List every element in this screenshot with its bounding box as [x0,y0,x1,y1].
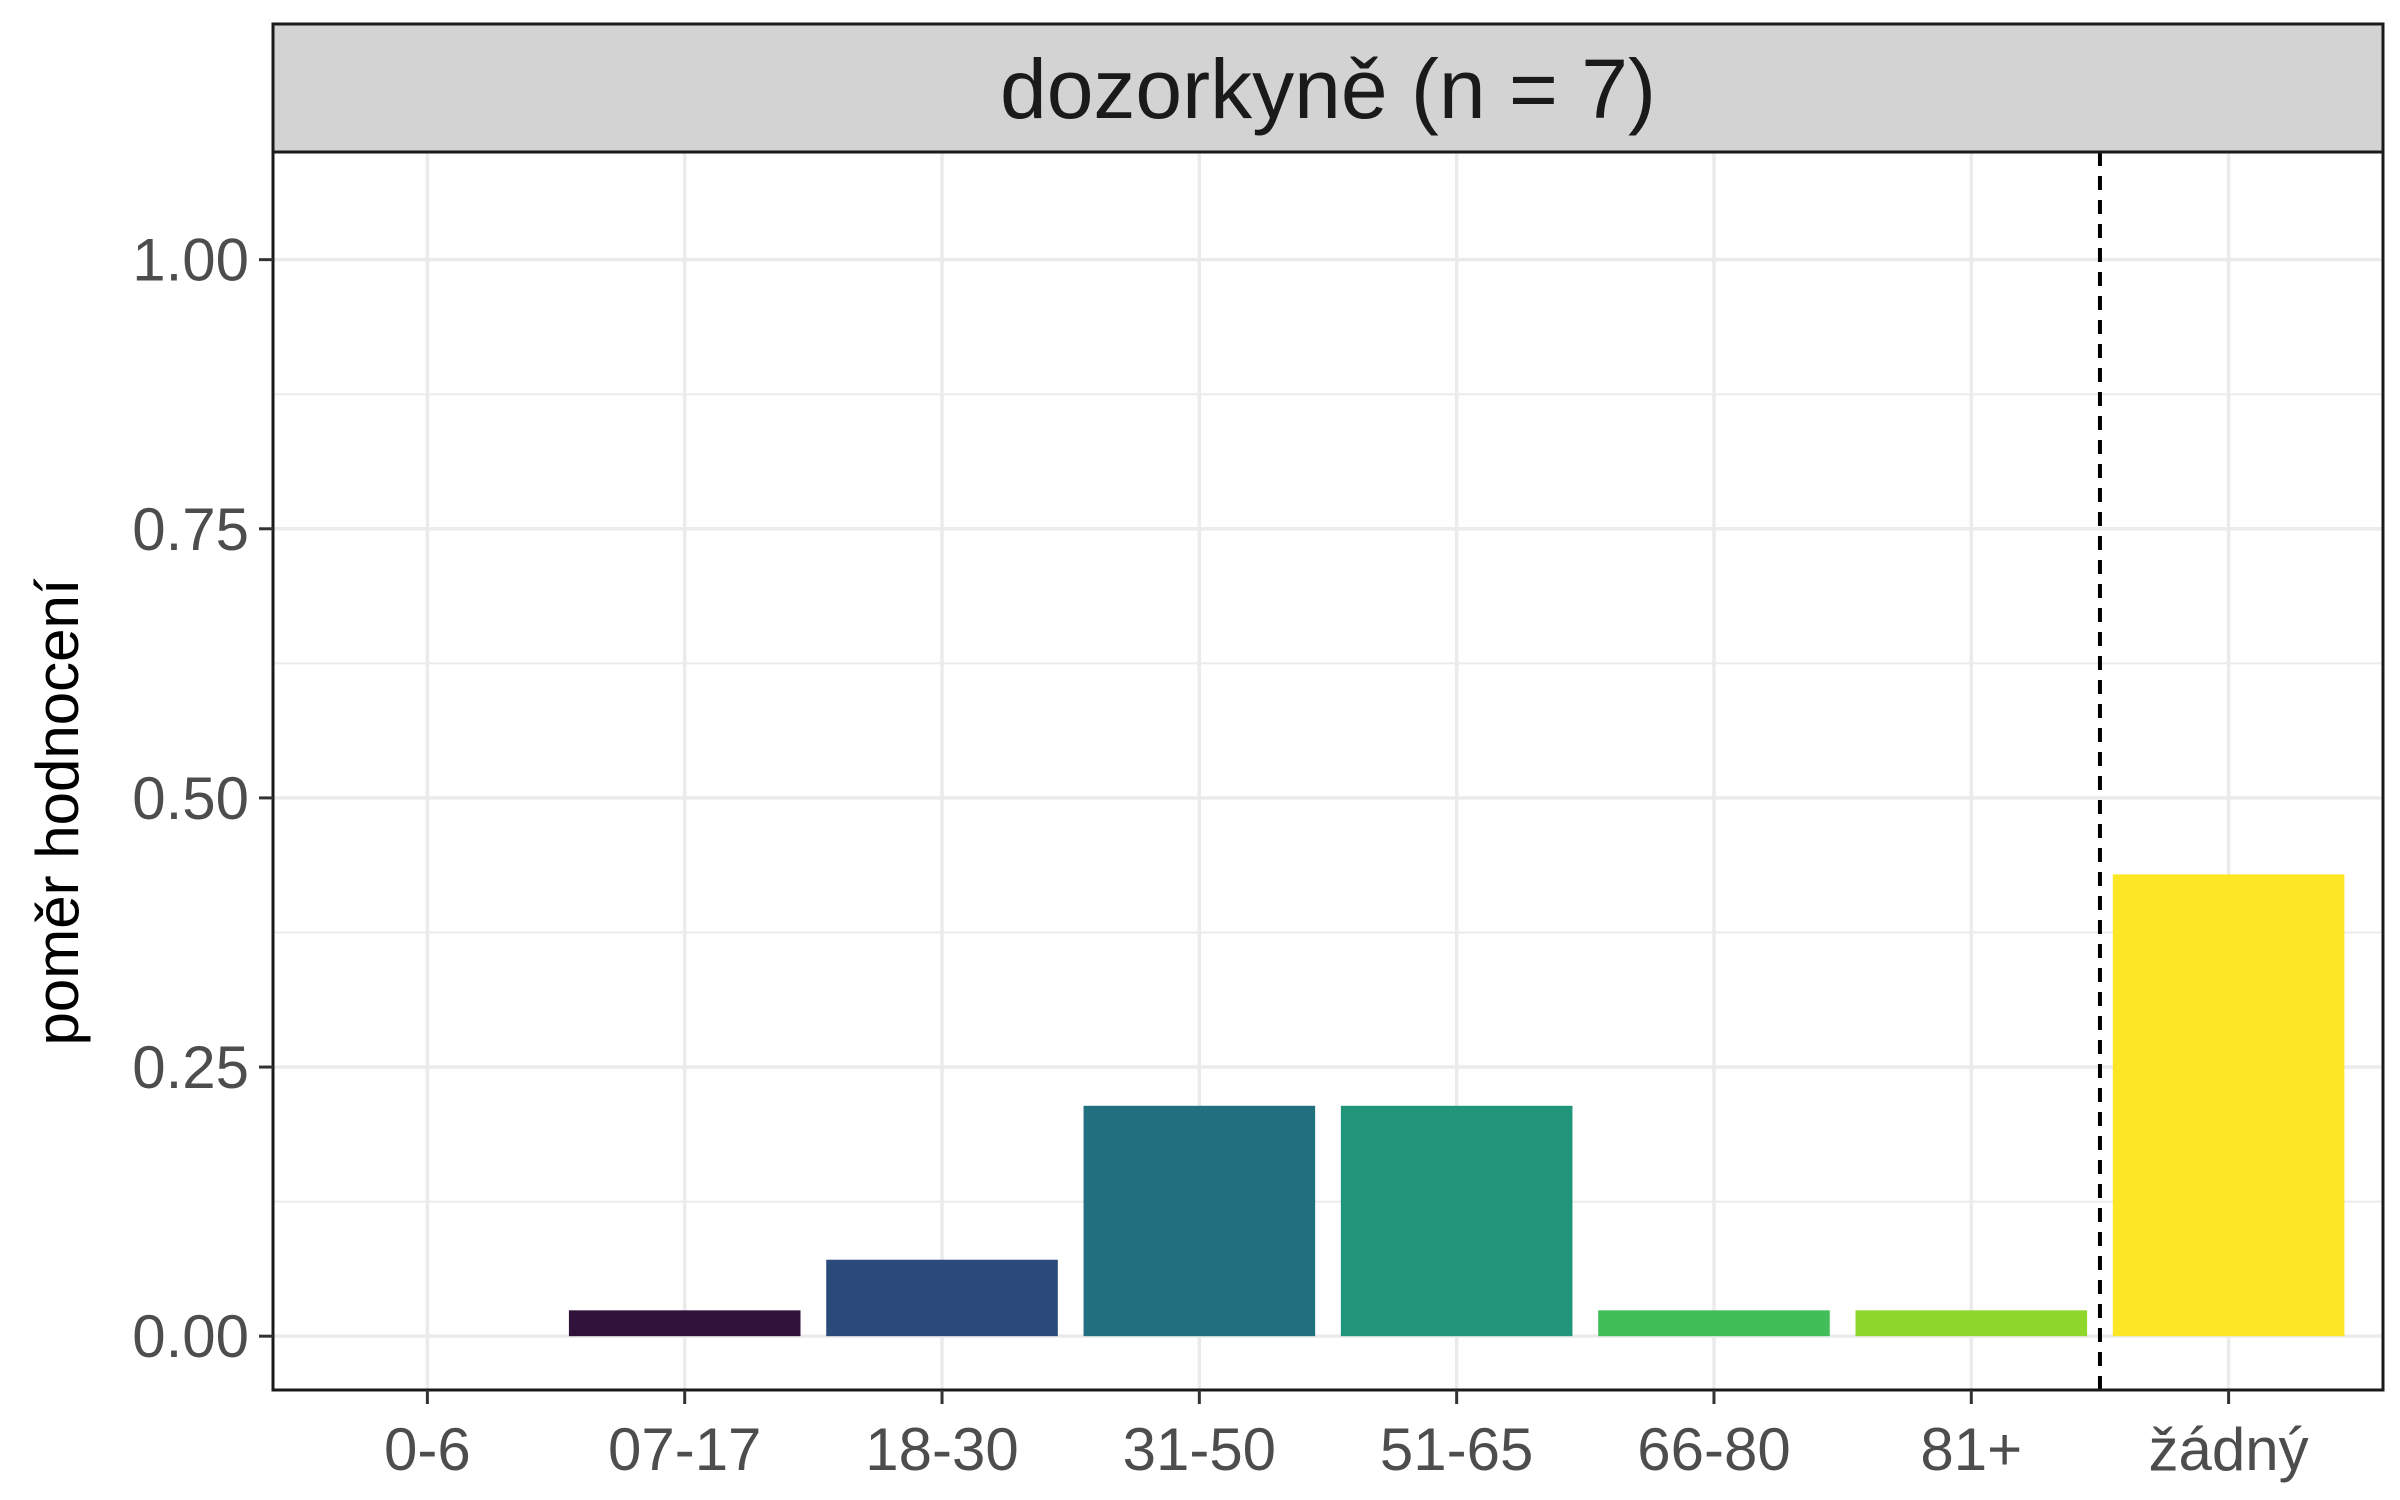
y-axis-title: poměr hodnocení [24,578,91,1045]
x-tick-label: 07-17 [608,1416,761,1483]
x-tick-label: žádný [2149,1416,2309,1483]
y-tick-label: 1.00 [132,227,249,294]
x-tick-label: 51-65 [1380,1416,1533,1483]
x-tick-label: 0-6 [384,1416,471,1483]
facet-strip-background [271,22,2385,154]
bar-51-65 [1340,1105,1573,1337]
facet-strip-title: dozorkyně (n = 7) [1000,42,1656,136]
bar-07-17 [568,1310,801,1337]
facet-strip: dozorkyně (n = 7) [271,22,2385,154]
panel-background [273,152,2383,1390]
bar-18-30 [826,1259,1058,1337]
x-tick-label: 31-50 [1123,1416,1276,1483]
bar-66-80 [1598,1310,1830,1337]
x-tick-label: 18-30 [865,1416,1018,1483]
y-axis: 0.00 0.25 0.50 0.75 1.00 [132,227,273,1370]
y-tick-label: 0.25 [132,1034,249,1101]
x-axis: 0-6 07-17 18-30 31-50 51-65 66-80 81+ žádný [384,1390,2309,1483]
bar-81+ [1855,1310,2088,1337]
y-tick-label: 0.75 [132,496,249,563]
y-tick-label: 0.50 [132,765,249,832]
plot-panel [271,150,2385,1392]
bar-31-50 [1083,1105,1316,1337]
x-tick-label: 81+ [1920,1416,2022,1483]
x-tick-label: 66-80 [1637,1416,1790,1483]
bar-žádný [2112,874,2345,1337]
y-tick-label: 0.00 [132,1303,249,1370]
